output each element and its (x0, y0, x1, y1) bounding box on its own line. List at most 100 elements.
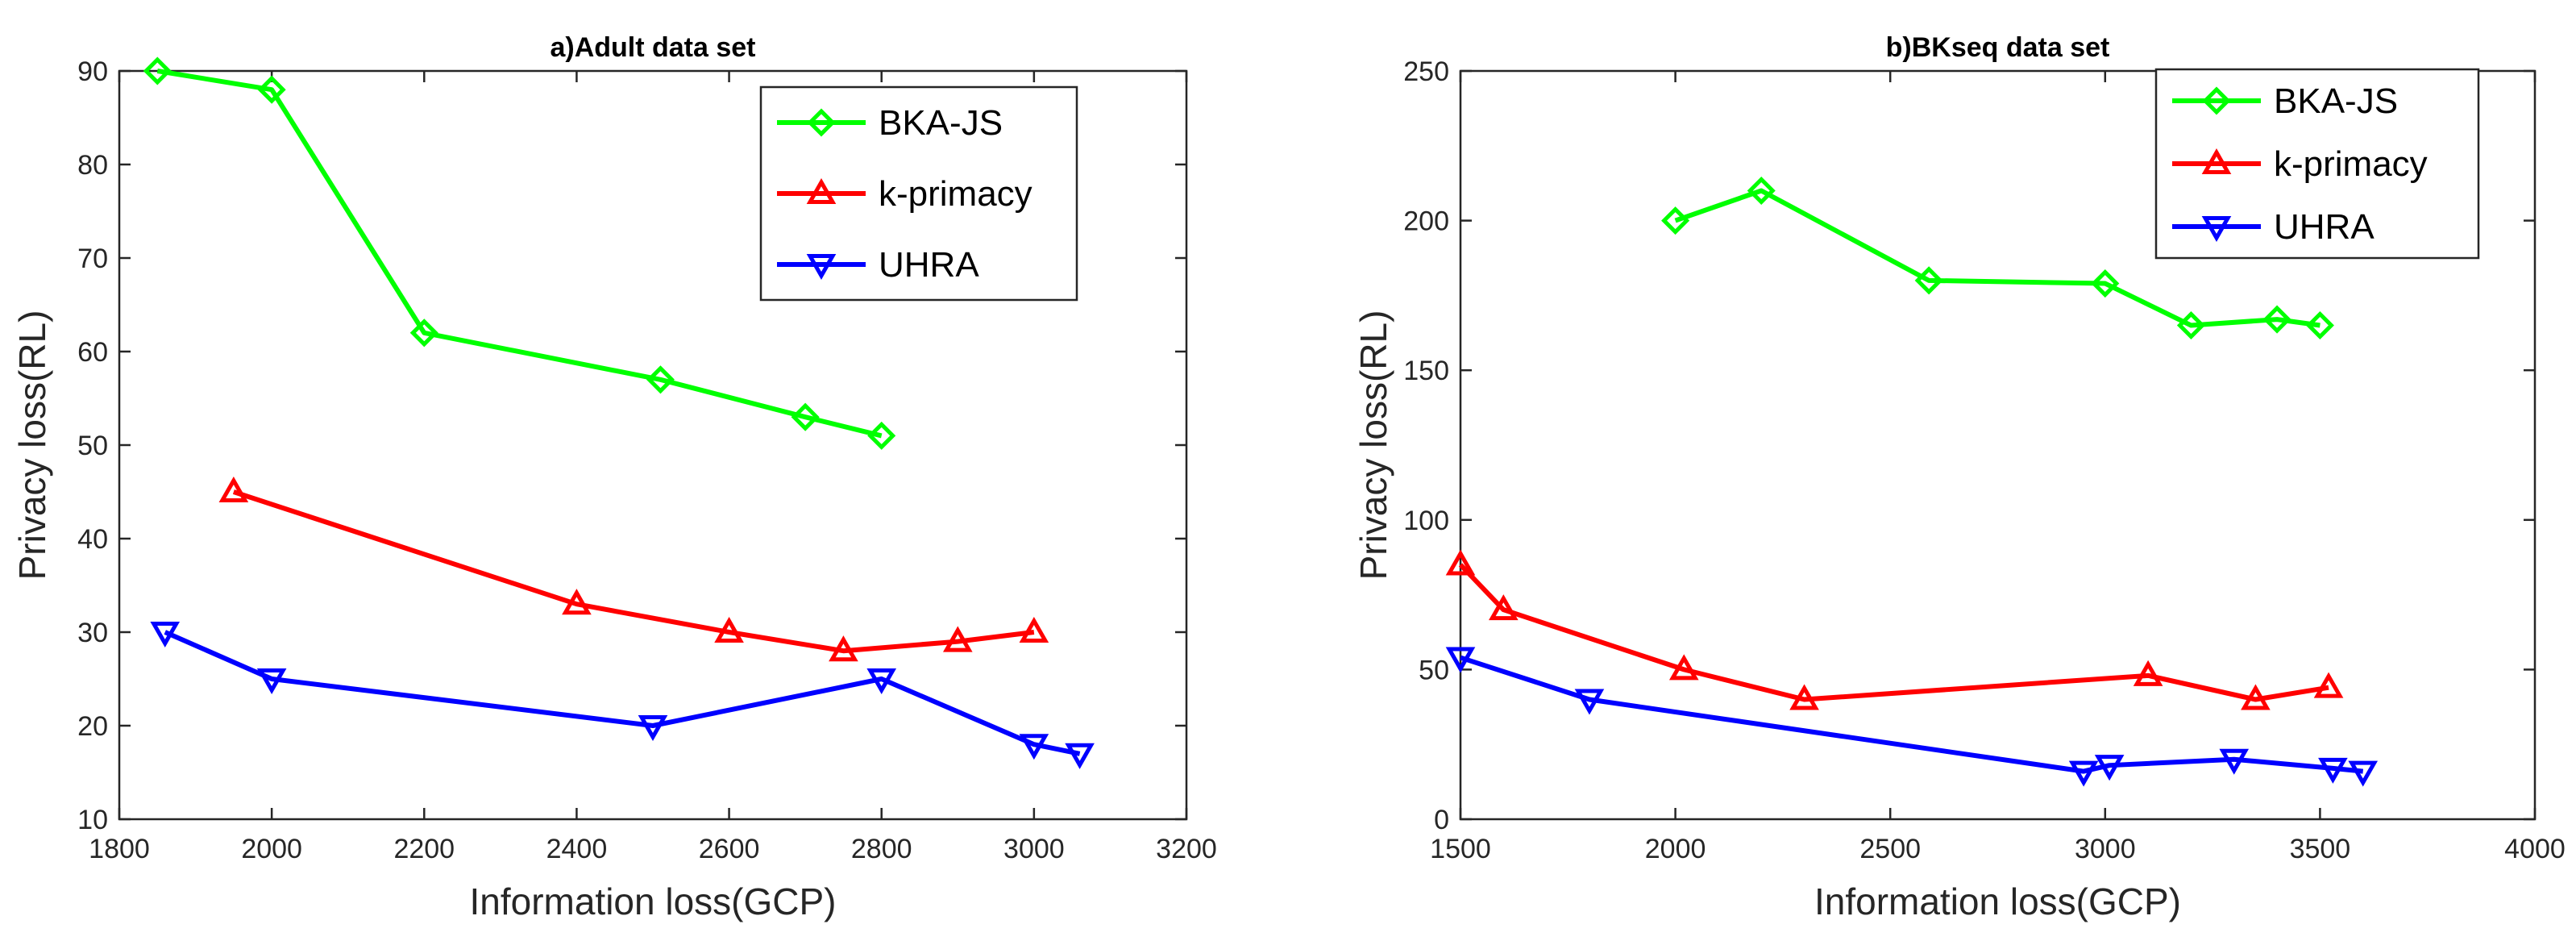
data-point (1574, 689, 1605, 715)
x-tick-label: 4000 (2504, 834, 2566, 864)
x-axis-label: Information loss(GCP) (469, 880, 836, 922)
legend-marker (807, 108, 836, 137)
data-point (791, 402, 820, 431)
data-point (638, 715, 668, 742)
x-tick-label: 2000 (241, 834, 302, 864)
data-point (2262, 305, 2291, 334)
data-point (1668, 654, 1699, 681)
data-point (942, 626, 973, 652)
data-point (257, 75, 286, 104)
legend-marker (2201, 148, 2232, 174)
data-point (2318, 757, 2348, 784)
legend: BKA-JS k-primacy UHRA (2154, 68, 2480, 260)
legend: BKA-JS k-primacy UHRA (759, 85, 1078, 302)
data-point (1661, 206, 1690, 235)
y-tick-label: 50 (77, 431, 108, 461)
data-point (1019, 616, 1049, 643)
x-tick-label: 2200 (393, 834, 455, 864)
x-tick-label: 2500 (1859, 834, 1921, 864)
data-point (2348, 760, 2379, 787)
chart-bkseq: 1500 2000 2500 3000 3500 4000 0 50 100 150 200 250 b… (1352, 32, 2566, 922)
series-line (1674, 188, 2320, 328)
data-point (1065, 743, 1095, 769)
series-uhra (150, 622, 1095, 769)
legend-label: UHRA (2274, 207, 2374, 247)
y-tick-label: 200 (1403, 206, 1449, 237)
x-tick-label: 2800 (851, 834, 912, 864)
data-point (2068, 760, 2099, 787)
series-bka-js (143, 56, 896, 450)
data-point (2241, 684, 2271, 710)
data-point (2313, 672, 2344, 698)
series-line (156, 69, 883, 439)
data-point (714, 616, 744, 643)
legend-marker (2201, 216, 2232, 243)
data-point (143, 56, 172, 85)
data-point (409, 318, 438, 348)
y-tick-label: 30 (77, 618, 108, 648)
legend-marker (2202, 86, 2231, 115)
x-tick-label: 3000 (1003, 834, 1065, 864)
legend-marker (806, 177, 837, 204)
series-line (232, 489, 1035, 654)
series-line (1460, 655, 2364, 774)
data-point (867, 421, 896, 450)
legend-label: k-primacy (2274, 144, 2428, 184)
data-point (1789, 684, 1819, 710)
y-tick-label: 70 (77, 244, 108, 274)
x-tick-label: 2600 (699, 834, 760, 864)
y-tick-label: 150 (1403, 356, 1449, 386)
series-bka-js (1661, 176, 2334, 340)
data-point (2094, 755, 2125, 781)
data-point (1445, 647, 1476, 673)
series-k-primacy (1445, 549, 2344, 710)
data-point (150, 622, 181, 648)
data-point (866, 668, 897, 695)
data-point (1914, 266, 1943, 295)
x-tick-label: 3200 (1156, 834, 1217, 864)
series-k-primacy (218, 476, 1049, 662)
x-tick-label: 2000 (1645, 834, 1706, 864)
data-point (1445, 549, 1476, 576)
legend-marker (806, 254, 837, 281)
y-tick-label: 250 (1403, 56, 1449, 87)
y-tick-label: 0 (1434, 805, 1449, 835)
data-point (1489, 594, 1519, 621)
x-axis-label: Information loss(GCP) (1814, 880, 2181, 922)
y-tick-label: 80 (77, 150, 108, 181)
y-axis-label: Privacy loss(RL) (1352, 310, 1394, 581)
chart-title: a)Adult data set (550, 32, 755, 63)
data-point (218, 476, 249, 502)
data-point (2219, 748, 2250, 775)
legend-label: UHRA (879, 245, 979, 285)
x-tick-label: 2400 (546, 834, 608, 864)
y-tick-label: 20 (77, 711, 108, 742)
y-tick-label: 10 (77, 805, 108, 835)
data-point (646, 365, 675, 394)
x-tick-label: 3500 (2290, 834, 2351, 864)
y-tick-label: 90 (77, 56, 108, 87)
y-tick-label: 60 (77, 337, 108, 368)
y-tick-label: 50 (1419, 655, 1449, 685)
data-point (2133, 660, 2163, 686)
x-tick-label: 1800 (89, 834, 150, 864)
y-axis-label: Privacy loss(RL) (11, 310, 53, 581)
chart-adult: 1800 2000 2200 2400 2600 2800 3000 3200 10 20 30 40… (11, 32, 1217, 922)
y-tick-label: 100 (1403, 506, 1449, 536)
legend-label: BKA-JS (879, 103, 1003, 143)
chart-title: b)BKseq data set (1886, 32, 2110, 63)
series-line (1458, 563, 2329, 702)
data-point (2091, 269, 2120, 298)
legend-label: BKA-JS (2274, 81, 2398, 121)
data-point (829, 635, 858, 662)
x-tick-label: 1500 (1430, 834, 1491, 864)
data-point (256, 668, 287, 695)
series-uhra (1445, 647, 2379, 787)
data-point (2176, 310, 2205, 340)
x-tick-label: 3000 (2075, 834, 2136, 864)
legend-label: k-primacy (879, 174, 1032, 214)
data-point (562, 589, 592, 615)
data-point (1747, 176, 1776, 206)
y-tick-label: 40 (77, 524, 108, 555)
